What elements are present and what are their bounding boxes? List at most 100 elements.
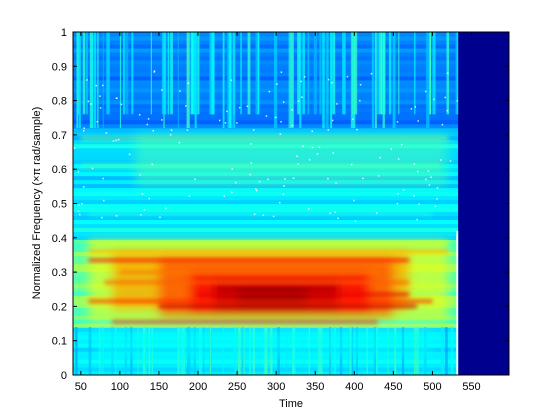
speckle: [81, 202, 83, 205]
speckle: [102, 177, 105, 180]
speckle: [441, 123, 444, 126]
stripe: [73, 115, 459, 121]
streak: [82, 32, 86, 115]
ridge: [80, 136, 449, 140]
streak: [325, 32, 329, 129]
streak: [455, 32, 458, 115]
x-axis-label: Time: [279, 398, 303, 410]
speckle: [301, 96, 303, 98]
energy-blob: [237, 289, 308, 307]
streak: [327, 32, 329, 115]
stripe: [73, 323, 459, 328]
speckle: [83, 127, 85, 129]
streak: [78, 32, 80, 115]
speckle: [440, 159, 442, 161]
y-tick-label: 0.6: [52, 164, 67, 176]
speckle: [178, 141, 181, 144]
streak: [313, 32, 317, 115]
stripe: [73, 123, 459, 129]
stripe: [73, 127, 459, 133]
streak: [380, 32, 383, 115]
speckle: [101, 216, 103, 219]
speckle: [370, 72, 373, 75]
y-tick-label: 0.8: [52, 96, 67, 108]
x-tick-label: 550: [462, 381, 480, 393]
speckle: [82, 129, 85, 132]
speckle: [255, 188, 257, 190]
streak: [226, 32, 230, 129]
y-tick-label: 0.9: [52, 61, 67, 73]
speckle: [327, 78, 330, 81]
streak: [247, 32, 251, 115]
speckle: [86, 79, 88, 81]
stripe: [73, 43, 459, 49]
streak: [440, 326, 443, 375]
speckle: [78, 213, 81, 216]
speckle: [141, 193, 144, 195]
speckle: [170, 129, 173, 131]
speckle: [249, 173, 251, 176]
streak: [374, 32, 377, 129]
streak: [319, 32, 322, 115]
x-axis: 50 100 150 200 250 300 350 400 450 500 550: [75, 32, 481, 393]
speckle: [396, 121, 399, 123]
stripe: [73, 55, 459, 61]
speckle: [416, 218, 418, 221]
silence-region: [458, 32, 509, 375]
speckle: [308, 208, 310, 210]
speckle: [410, 108, 413, 110]
stripe: [73, 95, 459, 101]
y-tick-label: 1: [61, 27, 67, 39]
speckle: [77, 171, 80, 173]
streak: [75, 326, 78, 375]
streak: [198, 32, 200, 115]
ridge: [88, 299, 433, 303]
speckle: [356, 128, 358, 131]
stripe: [73, 107, 459, 113]
streak: [211, 32, 214, 115]
y-axis: 0 0.1 0.2 0.3 0.4 0.5 0.6 0.7 0.8 0.9 1: [52, 27, 509, 382]
speckle: [153, 70, 156, 72]
speckle: [444, 96, 447, 99]
streak: [302, 32, 305, 115]
stripe: [73, 32, 459, 37]
speckle: [335, 182, 337, 184]
stripe: [73, 187, 459, 193]
speckle: [359, 84, 362, 86]
speckle: [331, 82, 333, 84]
streak: [292, 32, 294, 129]
speckle: [120, 103, 123, 106]
ridge: [104, 280, 409, 284]
streak: [289, 32, 293, 129]
speckle: [115, 97, 118, 99]
speckle: [73, 147, 76, 149]
ridge: [80, 164, 441, 168]
streak: [191, 32, 195, 115]
streak: [429, 32, 432, 115]
streak: [414, 32, 416, 115]
speckle: [436, 198, 438, 200]
speckle: [434, 205, 437, 208]
speckle: [283, 185, 285, 187]
streak: [102, 32, 104, 129]
speckle: [327, 129, 330, 131]
stripe: [73, 59, 459, 65]
streak: [93, 32, 97, 129]
speckle: [302, 145, 304, 148]
frequency-stripes: [73, 32, 459, 375]
speckle: [396, 202, 399, 205]
streak: [196, 32, 200, 115]
speckle: [446, 72, 449, 75]
streak: [256, 32, 260, 115]
speckle: [359, 99, 361, 102]
stripe: [73, 131, 459, 137]
stripe: [73, 79, 459, 85]
streak: [297, 32, 301, 115]
speckle: [146, 123, 149, 126]
speckle: [148, 197, 150, 200]
stripe: [73, 35, 459, 41]
speckle: [282, 101, 285, 103]
signal-edge: [456, 230, 459, 375]
speckle: [428, 184, 431, 186]
speckle: [90, 103, 92, 105]
